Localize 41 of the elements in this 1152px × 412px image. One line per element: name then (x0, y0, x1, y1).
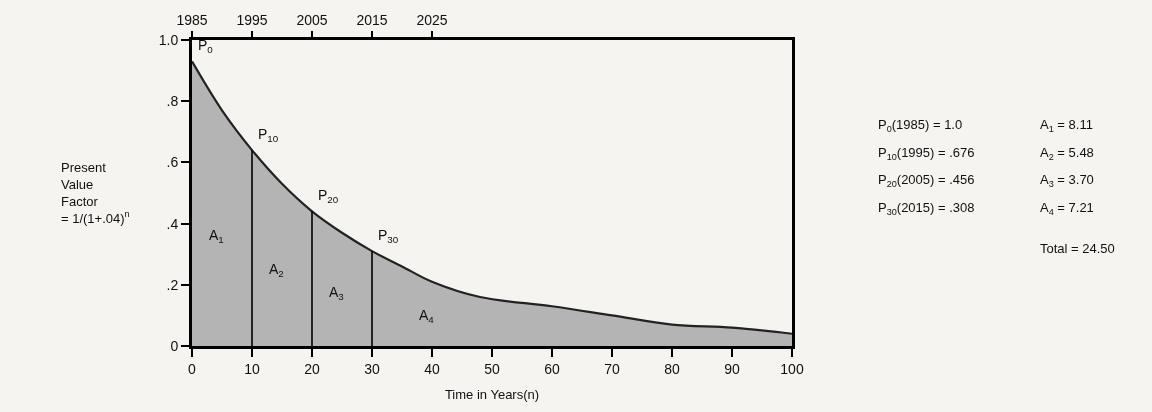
x-axis-title: Time in Years(n) (444, 387, 540, 403)
text: P$_{0}$(1985) = 1.0 (878, 117, 963, 134)
text: A$_{2}$ = 5.48 (1040, 145, 1094, 162)
text: P$_{30}$(2015) = .308 (878, 200, 975, 217)
text: Total = 24.50 (1040, 241, 1115, 256)
annotation: A$_{1}$ (209, 227, 224, 245)
y-axis-title: Present Value Factor = 1/(1+.04)$^{n}$ (61, 160, 130, 226)
y-tick-label: .6 (166, 154, 179, 171)
text: P$_{10}$(1995) = .676 (878, 145, 975, 162)
y-tick-label: .2 (166, 276, 179, 293)
x2-tick-label: 2005 (296, 12, 328, 29)
y-tick-label: 1.0 (158, 31, 179, 48)
text: P$_{20}$(2005) = .456 (878, 172, 975, 189)
annotation: P$_{30}$ (378, 227, 399, 245)
x-tick-label: 50 (484, 360, 500, 377)
x-tick-label: 60 (544, 360, 560, 377)
x-tick-label: 100 (780, 360, 804, 377)
annotation: A$_{2}$ (269, 261, 284, 279)
x-tick-label: 0 (188, 360, 197, 377)
y-tick-label: .4 (166, 215, 179, 232)
x-tick-label: 80 (664, 360, 680, 377)
x-tick-label: 90 (724, 360, 740, 377)
y-tick-label: 0 (170, 337, 179, 354)
x2-tick-label: 2015 (356, 12, 388, 29)
x-tick-label: 40 (424, 360, 440, 377)
y-tick-label: .8 (166, 93, 179, 110)
annotation: P$_{20}$ (318, 187, 339, 205)
x2-tick-label: 1985 (176, 12, 208, 29)
x-tick-label: 70 (604, 360, 620, 377)
x2-tick-label: 1995 (236, 12, 268, 29)
x-tick-label: 20 (304, 360, 320, 377)
x-tick-label: 10 (244, 360, 260, 377)
annotation: P$_{10}$ (258, 126, 279, 144)
text: A$_{1}$ = 8.11 (1040, 117, 1093, 134)
annotation: A$_{3}$ (329, 284, 345, 302)
text: A$_{4}$ = 7.21 (1040, 200, 1094, 217)
x2-tick-label: 2025 (416, 12, 448, 29)
x-tick-label: 30 (364, 360, 380, 377)
annotation: P$_{0}$ (198, 37, 214, 55)
text: A$_{3}$ = 3.70 (1040, 172, 1094, 189)
annotation: A$_{4}$ (419, 307, 435, 325)
